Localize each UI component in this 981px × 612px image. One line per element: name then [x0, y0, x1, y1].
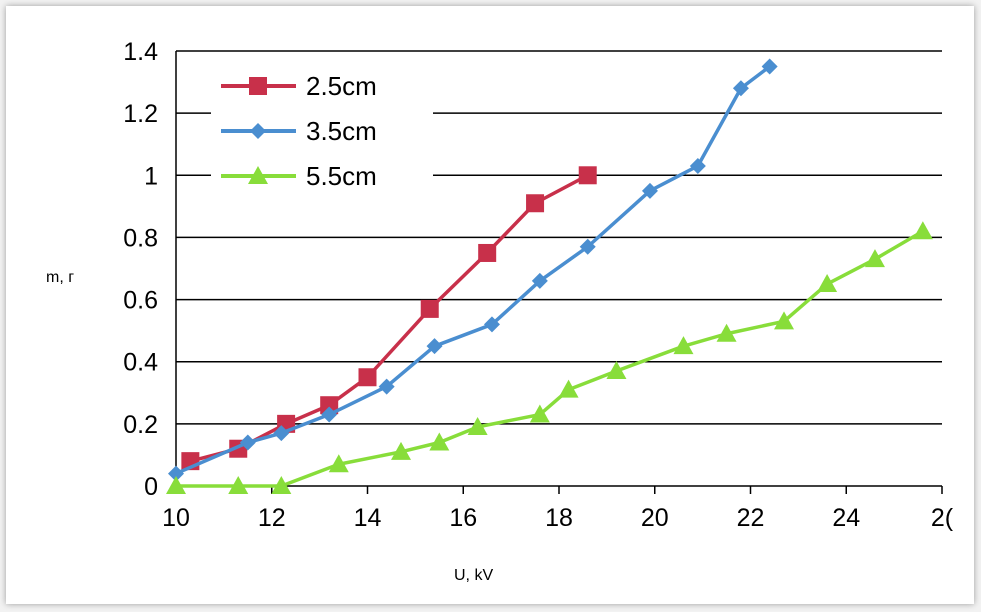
axis-labels: 0 0.2 0.4 0.6 0.8 1 1.2 1.4 10 12 14 16 18 20 22 24 2( m,… [46, 38, 954, 584]
x-tick-label: 18 [545, 504, 573, 532]
x-tick-label: 14 [354, 504, 382, 532]
data-point [579, 238, 596, 255]
y-tick-label: 1.2 [123, 100, 158, 128]
data-point [526, 194, 545, 213]
series-5.5cm [166, 221, 933, 494]
data-point [912, 221, 933, 240]
x-axis-title: U, kV [454, 567, 493, 584]
legend-marker [249, 77, 267, 95]
y-tick-label: 0 [144, 473, 158, 501]
y-tick-label: 0.8 [123, 224, 158, 252]
x-tick-label: 16 [449, 504, 477, 532]
data-point [529, 404, 550, 423]
data-point [378, 378, 395, 395]
data-point [761, 58, 778, 75]
data-point [606, 361, 627, 380]
axes [175, 51, 943, 494]
series-line [176, 229, 924, 488]
y-axis-title: m, г [46, 269, 74, 286]
x-tick-label: 22 [737, 504, 765, 532]
data-point [716, 323, 737, 342]
data-point [478, 243, 497, 262]
data-point [271, 476, 292, 494]
legend-marker [248, 166, 268, 184]
data-point [483, 316, 500, 333]
x-tick-label: 10 [162, 504, 190, 532]
legend-label: 3.5cm [306, 116, 377, 146]
x-tick-label: 20 [641, 504, 669, 532]
y-tick-label: 0.6 [123, 287, 158, 315]
data-point [429, 432, 450, 451]
y-tick-label: 0.4 [123, 349, 158, 377]
y-tick-label: 1.4 [123, 38, 158, 66]
data-point [864, 249, 885, 268]
legend-marker [250, 123, 266, 139]
legend-background [211, 58, 433, 192]
x-tick-label: 24 [832, 504, 860, 532]
data-point [673, 336, 694, 355]
data-point [328, 454, 349, 473]
data-point [239, 434, 256, 451]
data-point [774, 311, 795, 330]
data-point [166, 476, 186, 494]
data-point [321, 406, 338, 423]
x-tick-label: 2( [931, 504, 954, 532]
y-tick-label: 1 [144, 162, 158, 190]
data-point [531, 272, 548, 289]
data-point [641, 182, 658, 199]
data-point [228, 476, 249, 494]
series-layer [166, 58, 933, 494]
legend-label: 5.5cm [306, 161, 377, 191]
data-point [558, 379, 579, 398]
data-point [358, 368, 377, 387]
y-tick-label: 0.2 [123, 411, 158, 439]
data-point [420, 299, 439, 318]
data-point [817, 274, 838, 293]
data-point [320, 396, 339, 415]
line-chart: 0 0.2 0.4 0.6 0.8 1 1.2 1.4 10 12 14 16 18 20 22 24 2( m,… [46, 38, 954, 584]
legend-label: 2.5cm [306, 71, 377, 101]
x-tick-label: 12 [258, 504, 286, 532]
data-point [732, 80, 749, 97]
data-point [578, 166, 597, 185]
legend: 2.5cm 3.5cm 5.5cm [221, 71, 377, 191]
data-point [689, 157, 706, 174]
data-point [467, 416, 488, 435]
chart-frame: 0 0.2 0.4 0.6 0.8 1 1.2 1.4 10 12 14 16 18 20 22 24 2( m,… [6, 6, 974, 604]
data-point [391, 441, 412, 460]
series-3.5cm [168, 58, 778, 482]
data-point [168, 465, 184, 482]
data-point [426, 338, 443, 355]
data-point [273, 425, 290, 442]
